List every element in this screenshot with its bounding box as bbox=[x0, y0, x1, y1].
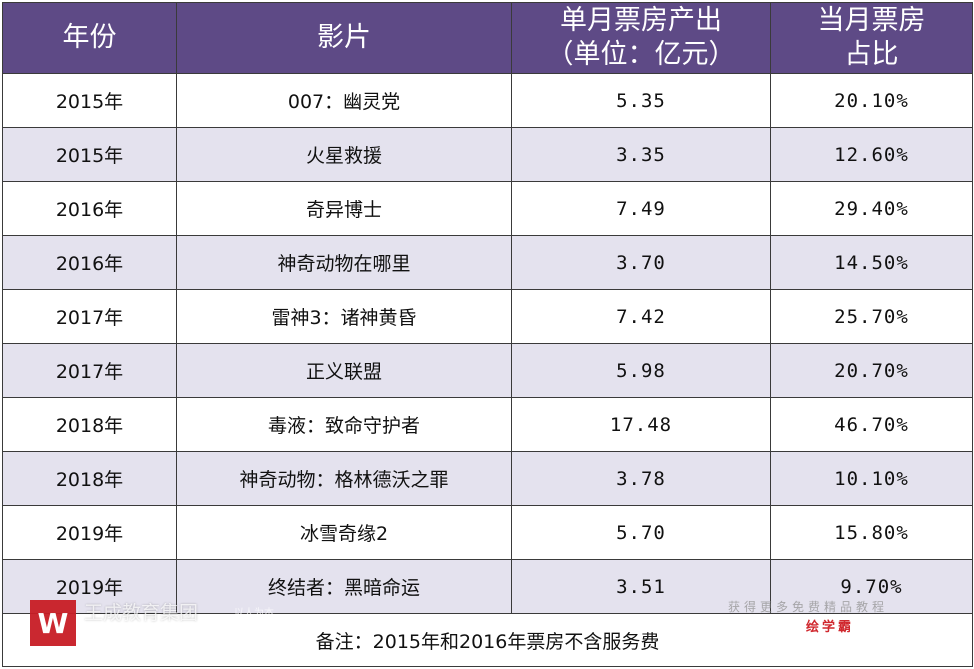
cell-box-office: 17.48 bbox=[511, 397, 771, 452]
cell-share: 25.70% bbox=[770, 289, 973, 344]
cell-year: 2019年 bbox=[2, 505, 177, 560]
header-box-office: 单月票房产出 （单位：亿元） bbox=[511, 2, 771, 74]
logo-letter: W bbox=[37, 606, 69, 640]
cell-year: 2017年 bbox=[2, 343, 177, 398]
cell-film: 毒液：致命守护者 bbox=[176, 397, 512, 452]
note-row: 备注：2015年和2016年票房不含服务费 bbox=[2, 613, 973, 667]
cell-film: 冰雪奇缘2 bbox=[176, 505, 512, 560]
cell-box-office: 5.70 bbox=[511, 505, 771, 560]
cell-box-office: 5.98 bbox=[511, 343, 771, 398]
header-share: 当月票房 占比 bbox=[770, 2, 973, 74]
header-year: 年份 bbox=[2, 2, 177, 74]
cell-share: 29.40% bbox=[770, 181, 973, 236]
table-row: 2018年 毒液：致命守护者 17.48 46.70% bbox=[2, 397, 973, 452]
table-row: 2015年 火星救援 3.35 12.60% bbox=[2, 127, 973, 182]
watermark-group-name: 王成教育集团 bbox=[84, 602, 199, 624]
cell-film: 终结者：黑暗命运 bbox=[176, 559, 512, 614]
header-film: 影片 bbox=[176, 2, 512, 74]
cell-box-office: 3.70 bbox=[511, 235, 771, 290]
cell-year: 2015年 bbox=[2, 73, 177, 128]
watermark-slogan: 以人为本 bbox=[234, 608, 274, 619]
cell-share: 12.60% bbox=[770, 127, 973, 182]
table-row: 2018年 神奇动物：格林德沃之罪 3.78 10.10% bbox=[2, 451, 973, 506]
cell-film: 神奇动物在哪里 bbox=[176, 235, 512, 290]
header-box-office-text: 单月票房产出 （单位：亿元） bbox=[546, 5, 736, 70]
header-share-text: 当月票房 占比 bbox=[817, 5, 926, 70]
cell-share: 46.70% bbox=[770, 397, 973, 452]
watermark-brand: 绘学霸 bbox=[806, 620, 855, 635]
table-row: 2017年 正义联盟 5.98 20.70% bbox=[2, 343, 973, 398]
cell-year: 2016年 bbox=[2, 235, 177, 290]
cell-box-office: 3.78 bbox=[511, 451, 771, 506]
cell-year: 2018年 bbox=[2, 397, 177, 452]
brand-logo-icon: W bbox=[30, 600, 76, 646]
cell-share: 15.80% bbox=[770, 505, 973, 560]
cell-film: 奇异博士 bbox=[176, 181, 512, 236]
cell-year: 2017年 bbox=[2, 289, 177, 344]
cell-film: 正义联盟 bbox=[176, 343, 512, 398]
table-row: 2019年 冰雪奇缘2 5.70 15.80% bbox=[2, 505, 973, 560]
cell-film: 007：幽灵党 bbox=[176, 73, 512, 128]
cell-film: 雷神3：诸神黄昏 bbox=[176, 289, 512, 344]
watermark-right-text: 获得更多免费精品教程 bbox=[728, 600, 889, 614]
cell-box-office: 7.49 bbox=[511, 181, 771, 236]
cell-box-office: 3.35 bbox=[511, 127, 771, 182]
cell-year: 2018年 bbox=[2, 451, 177, 506]
cell-box-office: 5.35 bbox=[511, 73, 771, 128]
cell-film: 神奇动物：格林德沃之罪 bbox=[176, 451, 512, 506]
table-row: 2016年 神奇动物在哪里 3.70 14.50% bbox=[2, 235, 973, 290]
cell-share: 14.50% bbox=[770, 235, 973, 290]
table-row: 2015年 007：幽灵党 5.35 20.10% bbox=[2, 73, 973, 128]
cell-share: 20.10% bbox=[770, 73, 973, 128]
cell-share: 10.10% bbox=[770, 451, 973, 506]
table-row: 2016年 奇异博士 7.49 29.40% bbox=[2, 181, 973, 236]
cell-share: 20.70% bbox=[770, 343, 973, 398]
table-row: 2017年 雷神3：诸神黄昏 7.42 25.70% bbox=[2, 289, 973, 344]
cell-share: 9.70% bbox=[770, 559, 973, 614]
cell-film: 火星救援 bbox=[176, 127, 512, 182]
cell-year: 2015年 bbox=[2, 127, 177, 182]
header-row: 年份 影片 单月票房产出 （单位：亿元） 当月票房 占比 bbox=[2, 2, 973, 74]
footnote: 备注：2015年和2016年票房不含服务费 bbox=[2, 613, 973, 667]
cell-year: 2016年 bbox=[2, 181, 177, 236]
cell-box-office: 7.42 bbox=[511, 289, 771, 344]
